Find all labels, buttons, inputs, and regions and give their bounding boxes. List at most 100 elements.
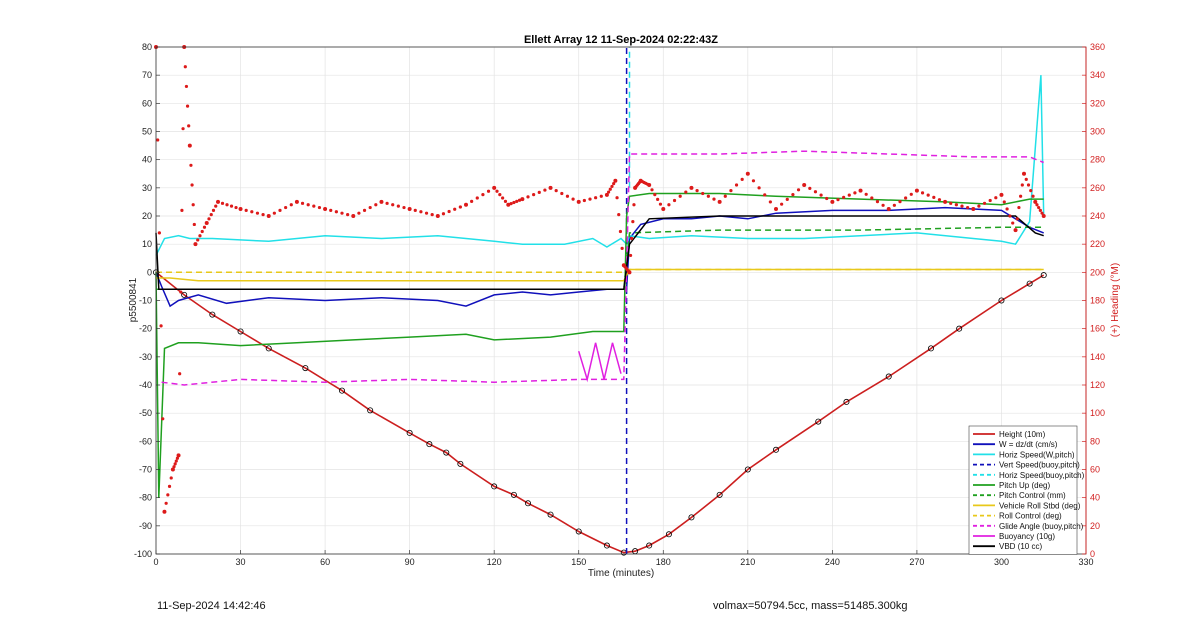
x-tick-label: 90 [405, 557, 415, 567]
heading-point [1019, 194, 1023, 198]
heading-point [238, 206, 243, 211]
x-tick-label: 60 [320, 557, 330, 567]
heading-point [588, 197, 592, 201]
heading-point [498, 192, 502, 197]
heading-point [914, 188, 919, 193]
heading-point [886, 206, 891, 211]
heading-point [1011, 221, 1015, 225]
heading-point [999, 192, 1004, 197]
series-pitch-control-mm [156, 226, 1044, 290]
height-marker [1040, 272, 1047, 279]
heading-point [374, 203, 378, 207]
heading-point [554, 189, 558, 193]
heading-point [1013, 228, 1018, 233]
heading-point [1035, 203, 1039, 207]
y2-tick-label: 60 [1090, 465, 1100, 475]
heading-point [161, 417, 165, 421]
axes-layer: 0 30 60 90 120 150 180 210 240 270 300 330-100-90-8… [134, 42, 1105, 567]
heading-point [594, 196, 598, 200]
series-height-10m [155, 271, 1045, 554]
y2-tick-label: 300 [1090, 127, 1105, 137]
heading-point [615, 196, 619, 200]
heading-point [196, 238, 200, 242]
heading-point [475, 196, 479, 200]
heading-point [604, 192, 609, 197]
heading-point [517, 198, 522, 202]
heading-point [909, 192, 913, 196]
height-marker [302, 365, 309, 372]
series-vbd-10-cc [155, 215, 1044, 290]
heading-point [1024, 177, 1028, 181]
heading-point [187, 143, 192, 148]
heading-point [346, 212, 350, 217]
heading-point [780, 202, 784, 206]
heading-point [658, 202, 663, 206]
heading-point [847, 193, 851, 197]
y-tick-label: 20 [142, 211, 152, 221]
heading-point [1015, 217, 1019, 221]
heading-point [904, 196, 908, 200]
heading-point [379, 199, 384, 204]
x-tick-label: 300 [994, 557, 1009, 567]
height-marker [525, 500, 532, 507]
heading-point [192, 222, 196, 227]
chart-title: Ellett Array 12 11-Sep-2024 02:22:43Z [524, 34, 718, 46]
heading-point [509, 202, 513, 206]
height-marker [510, 491, 517, 498]
heading-point [892, 203, 896, 207]
heading-point [495, 189, 499, 193]
heading-point [960, 204, 964, 208]
legend-label: Vert Speed(buoy,pitch) [999, 461, 1080, 470]
heading-point [323, 206, 328, 211]
y2-tick-label: 140 [1090, 352, 1105, 362]
heading-point [351, 214, 356, 218]
heading-point [949, 201, 953, 205]
heading-point [1022, 171, 1026, 176]
y2-tick-label: 360 [1090, 42, 1105, 52]
heading-point [576, 199, 581, 204]
grid-lines [155, 46, 1087, 555]
heading-point [729, 189, 733, 193]
height-marker [406, 429, 413, 436]
legend-label: W = dz/dt (cm/s) [999, 440, 1058, 449]
heading-point [599, 194, 603, 198]
heading-point [187, 124, 191, 128]
heading-point [977, 204, 981, 208]
y-tick-label: -70 [139, 465, 152, 475]
heading-point [870, 196, 874, 200]
height-marker [181, 291, 188, 298]
y2-tick-label: 120 [1090, 380, 1105, 390]
height-marker [547, 511, 554, 518]
heading-point [785, 197, 789, 201]
heading-point [717, 199, 722, 204]
heading-point [943, 199, 948, 204]
heading-point [447, 209, 451, 214]
heading-point [191, 203, 195, 207]
y-tick-label: -100 [134, 549, 152, 559]
heading-point [173, 462, 177, 466]
heading-point [971, 206, 976, 211]
y-tick-label: -40 [139, 380, 152, 390]
heading-point [220, 201, 225, 205]
heading-point [250, 210, 254, 214]
series-roll-control-deg [156, 268, 1044, 274]
heading-point [560, 191, 564, 196]
y-tick-label: -60 [139, 436, 152, 446]
heading-point [763, 193, 767, 197]
y2-tick-label: 180 [1090, 296, 1105, 306]
heading-point [1002, 200, 1006, 204]
heading-point [610, 184, 614, 189]
height-marker [603, 542, 610, 549]
heading-point [631, 220, 635, 224]
heading-point [306, 203, 310, 207]
heading-point [1017, 205, 1021, 210]
y-tick-label: 60 [142, 98, 152, 108]
heading-point [183, 65, 187, 69]
series-w-dz-dt-cm-s [155, 206, 1044, 308]
series-heading-m [154, 45, 1046, 514]
heading-point [317, 205, 322, 210]
height-marker [688, 514, 695, 521]
heading-point [627, 270, 632, 275]
heading-point [937, 198, 942, 202]
heading-point [166, 493, 170, 497]
